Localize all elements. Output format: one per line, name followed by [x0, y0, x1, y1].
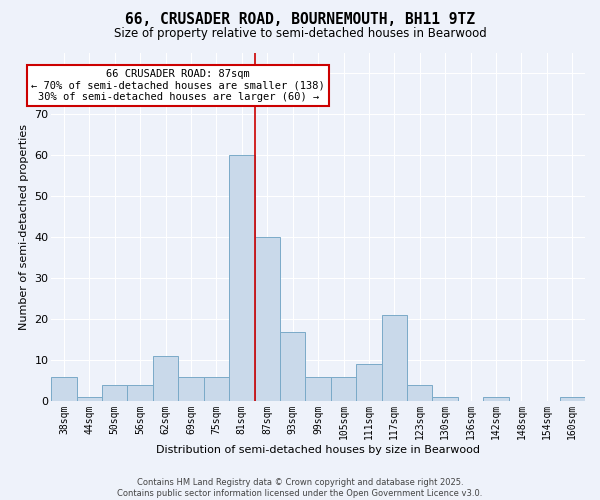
- Bar: [77, 398, 102, 402]
- Text: Contains HM Land Registry data © Crown copyright and database right 2025.
Contai: Contains HM Land Registry data © Crown c…: [118, 478, 482, 498]
- Bar: [305, 377, 331, 402]
- Bar: [51, 377, 77, 402]
- Text: 66, CRUSADER ROAD, BOURNEMOUTH, BH11 9TZ: 66, CRUSADER ROAD, BOURNEMOUTH, BH11 9TZ: [125, 12, 475, 28]
- Bar: [254, 237, 280, 402]
- Bar: [484, 398, 509, 402]
- Bar: [382, 315, 407, 402]
- Bar: [280, 332, 305, 402]
- Y-axis label: Number of semi-detached properties: Number of semi-detached properties: [19, 124, 29, 330]
- X-axis label: Distribution of semi-detached houses by size in Bearwood: Distribution of semi-detached houses by …: [156, 445, 480, 455]
- Bar: [356, 364, 382, 402]
- Bar: [178, 377, 203, 402]
- Bar: [127, 385, 153, 402]
- Bar: [102, 385, 127, 402]
- Bar: [407, 385, 433, 402]
- Bar: [560, 398, 585, 402]
- Bar: [203, 377, 229, 402]
- Bar: [433, 398, 458, 402]
- Bar: [153, 356, 178, 402]
- Bar: [331, 377, 356, 402]
- Bar: [229, 155, 254, 402]
- Text: 66 CRUSADER ROAD: 87sqm
← 70% of semi-detached houses are smaller (138)
30% of s: 66 CRUSADER ROAD: 87sqm ← 70% of semi-de…: [31, 69, 325, 102]
- Text: Size of property relative to semi-detached houses in Bearwood: Size of property relative to semi-detach…: [113, 28, 487, 40]
